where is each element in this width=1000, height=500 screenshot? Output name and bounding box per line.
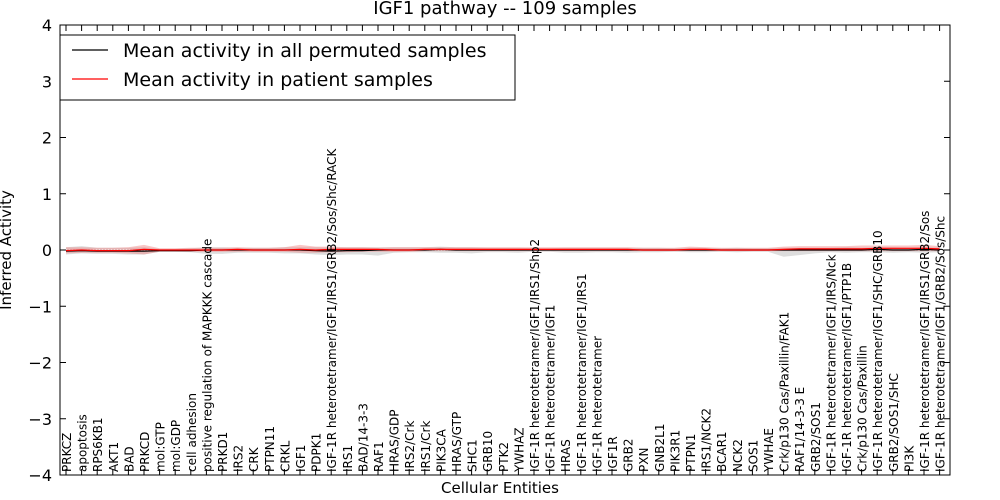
x-tick-label: IRS1 bbox=[341, 445, 355, 472]
legend: Mean activity in all permuted samples Me… bbox=[59, 34, 516, 101]
x-tick-label: IGF-1R heterotetramer/IGF1/IRS1 bbox=[575, 273, 589, 472]
x-tick-label: PI3K bbox=[902, 445, 916, 472]
legend-box bbox=[59, 34, 516, 101]
x-tick-label: HRAS/GDP bbox=[388, 409, 402, 472]
x-tick-label: CRK bbox=[247, 446, 261, 472]
x-tick-label: PRKD1 bbox=[216, 432, 230, 472]
y-tick-label: 1 bbox=[42, 185, 52, 204]
x-tick-label: HRAS/GTP bbox=[450, 412, 464, 472]
y-tick-label: 3 bbox=[42, 72, 52, 91]
x-tick-label: YWHAZ bbox=[512, 427, 526, 473]
x-tick-label: PTK2 bbox=[497, 442, 511, 472]
y-tick-label: −4 bbox=[28, 466, 52, 485]
y-tick-label: 0 bbox=[42, 241, 52, 260]
y-tick-label: −2 bbox=[28, 354, 52, 373]
x-tick-label: apoptosis bbox=[76, 414, 90, 472]
series-lines bbox=[65, 247, 940, 252]
series-band-permuted bbox=[66, 246, 940, 257]
x-tick-label: IGF-1R heterotetramer/IGF1/IRS/Nck bbox=[824, 254, 838, 472]
x-tick-label: GRB2/SOS1 bbox=[809, 402, 823, 472]
x-axis-ticks bbox=[65, 25, 941, 475]
x-tick-label: positive regulation of MAPKKK cascade bbox=[200, 239, 214, 472]
x-tick-label: IGF-1R heterotetramer/IGF1/IRS1/GRB2/Sos… bbox=[325, 147, 339, 472]
x-tick-label: PTPN11 bbox=[263, 426, 277, 472]
x-tick-label: BCAR1 bbox=[715, 431, 729, 472]
x-tick-label: IGF-1R heterotetramer/IGF1 bbox=[544, 305, 558, 472]
x-tick-label: SOS1 bbox=[746, 440, 760, 472]
x-tick-label: IGF-1R heterotetramer/IGF1/IRS1/GRB2/Sos bbox=[918, 211, 932, 472]
x-tick-label: PTPN1 bbox=[684, 434, 698, 472]
x-tick-label: IRS1/NCK2 bbox=[700, 408, 714, 472]
chart-title: IGF1 pathway -- 109 samples bbox=[373, 0, 636, 19]
x-tick-label: IGF1R bbox=[606, 436, 620, 472]
x-tick-label: cell adhesion bbox=[185, 393, 199, 472]
x-tick-label: RAF1 bbox=[372, 441, 386, 472]
series-line-patient bbox=[65, 247, 940, 252]
x-tick-label: NCK2 bbox=[731, 439, 745, 472]
x-tick-label: CRKL bbox=[278, 440, 292, 472]
x-tick-label: GRB2 bbox=[622, 438, 636, 472]
x-tick-label: PRKCZ bbox=[60, 433, 74, 472]
x-tick-label: HRAS bbox=[559, 439, 573, 472]
y-tick-label: 4 bbox=[42, 16, 52, 35]
x-tick-label: RAF1/14-3-3 E bbox=[793, 387, 807, 472]
x-tick-label: IGF-1R heterotetramer/IGF1/SHC/GRB10 bbox=[871, 230, 885, 472]
x-axis-label: Cellular Entities bbox=[441, 479, 559, 497]
x-tick-label: YWHAE bbox=[762, 428, 776, 473]
x-tick-label: PRKCD bbox=[138, 432, 152, 472]
x-tick-label: IGF-1R heterotetramer/IGF1/PTP1B bbox=[840, 263, 854, 472]
x-tick-label: Crk/p130 Cas/Paxillin/FAK1 bbox=[778, 312, 792, 472]
x-tick-label: GRB10 bbox=[481, 431, 495, 472]
y-axis-label: Inferred Activity bbox=[0, 190, 15, 310]
x-tick-label: PIK3CA bbox=[434, 428, 448, 472]
x-tick-label: BAD bbox=[122, 446, 136, 472]
x-tick-label: PIK3R1 bbox=[668, 430, 682, 472]
x-tick-label: SHC1 bbox=[466, 439, 480, 472]
x-tick-label: mol:GDP bbox=[169, 420, 183, 472]
x-tick-label: BAD/14-3-3 bbox=[356, 403, 370, 472]
x-tick-label: PDPK1 bbox=[310, 433, 324, 472]
x-tick-label: Crk/p130 Cas/Paxillin bbox=[856, 345, 870, 472]
x-tick-label: GNB2L1 bbox=[653, 424, 667, 472]
x-tick-labels: PRKCZ apoptosis RPS6KB1 AKT1 BAD PRKCD mol:GTP… bbox=[60, 147, 948, 473]
x-tick-label: IRS2 bbox=[232, 445, 246, 472]
x-tick-label: IGF-1R heterotetramer/IGF1/GRB2/Sos/Shc bbox=[934, 216, 948, 472]
x-tick-label: IGF-1R heterotetramer/IGF1/IRS1/Shp2 bbox=[528, 239, 542, 472]
x-tick-label: AKT1 bbox=[107, 442, 121, 472]
x-tick-label: IGF-1R heterotetramer bbox=[590, 336, 604, 472]
y-tick-label: −1 bbox=[28, 297, 52, 316]
x-tick-label: PXN bbox=[637, 448, 651, 472]
y-tick-label: −3 bbox=[28, 410, 52, 429]
x-tick-label: IRS1/Crk bbox=[419, 421, 433, 472]
y-tick-label: 2 bbox=[42, 129, 52, 148]
y-axis-ticks: −4 −3 −2 −1 0 1 2 3 4 bbox=[28, 16, 950, 485]
x-tick-label: IGF1 bbox=[294, 445, 308, 472]
legend-label-patient: Mean activity in patient samples bbox=[123, 69, 433, 91]
x-tick-label: mol:GTP bbox=[154, 422, 168, 472]
x-tick-label: IRS2/Crk bbox=[403, 421, 417, 472]
x-tick-label: RPS6KB1 bbox=[91, 417, 105, 472]
legend-label-permuted: Mean activity in all permuted samples bbox=[123, 40, 486, 62]
x-tick-label: GRB2/SOS1/SHC bbox=[887, 373, 901, 472]
